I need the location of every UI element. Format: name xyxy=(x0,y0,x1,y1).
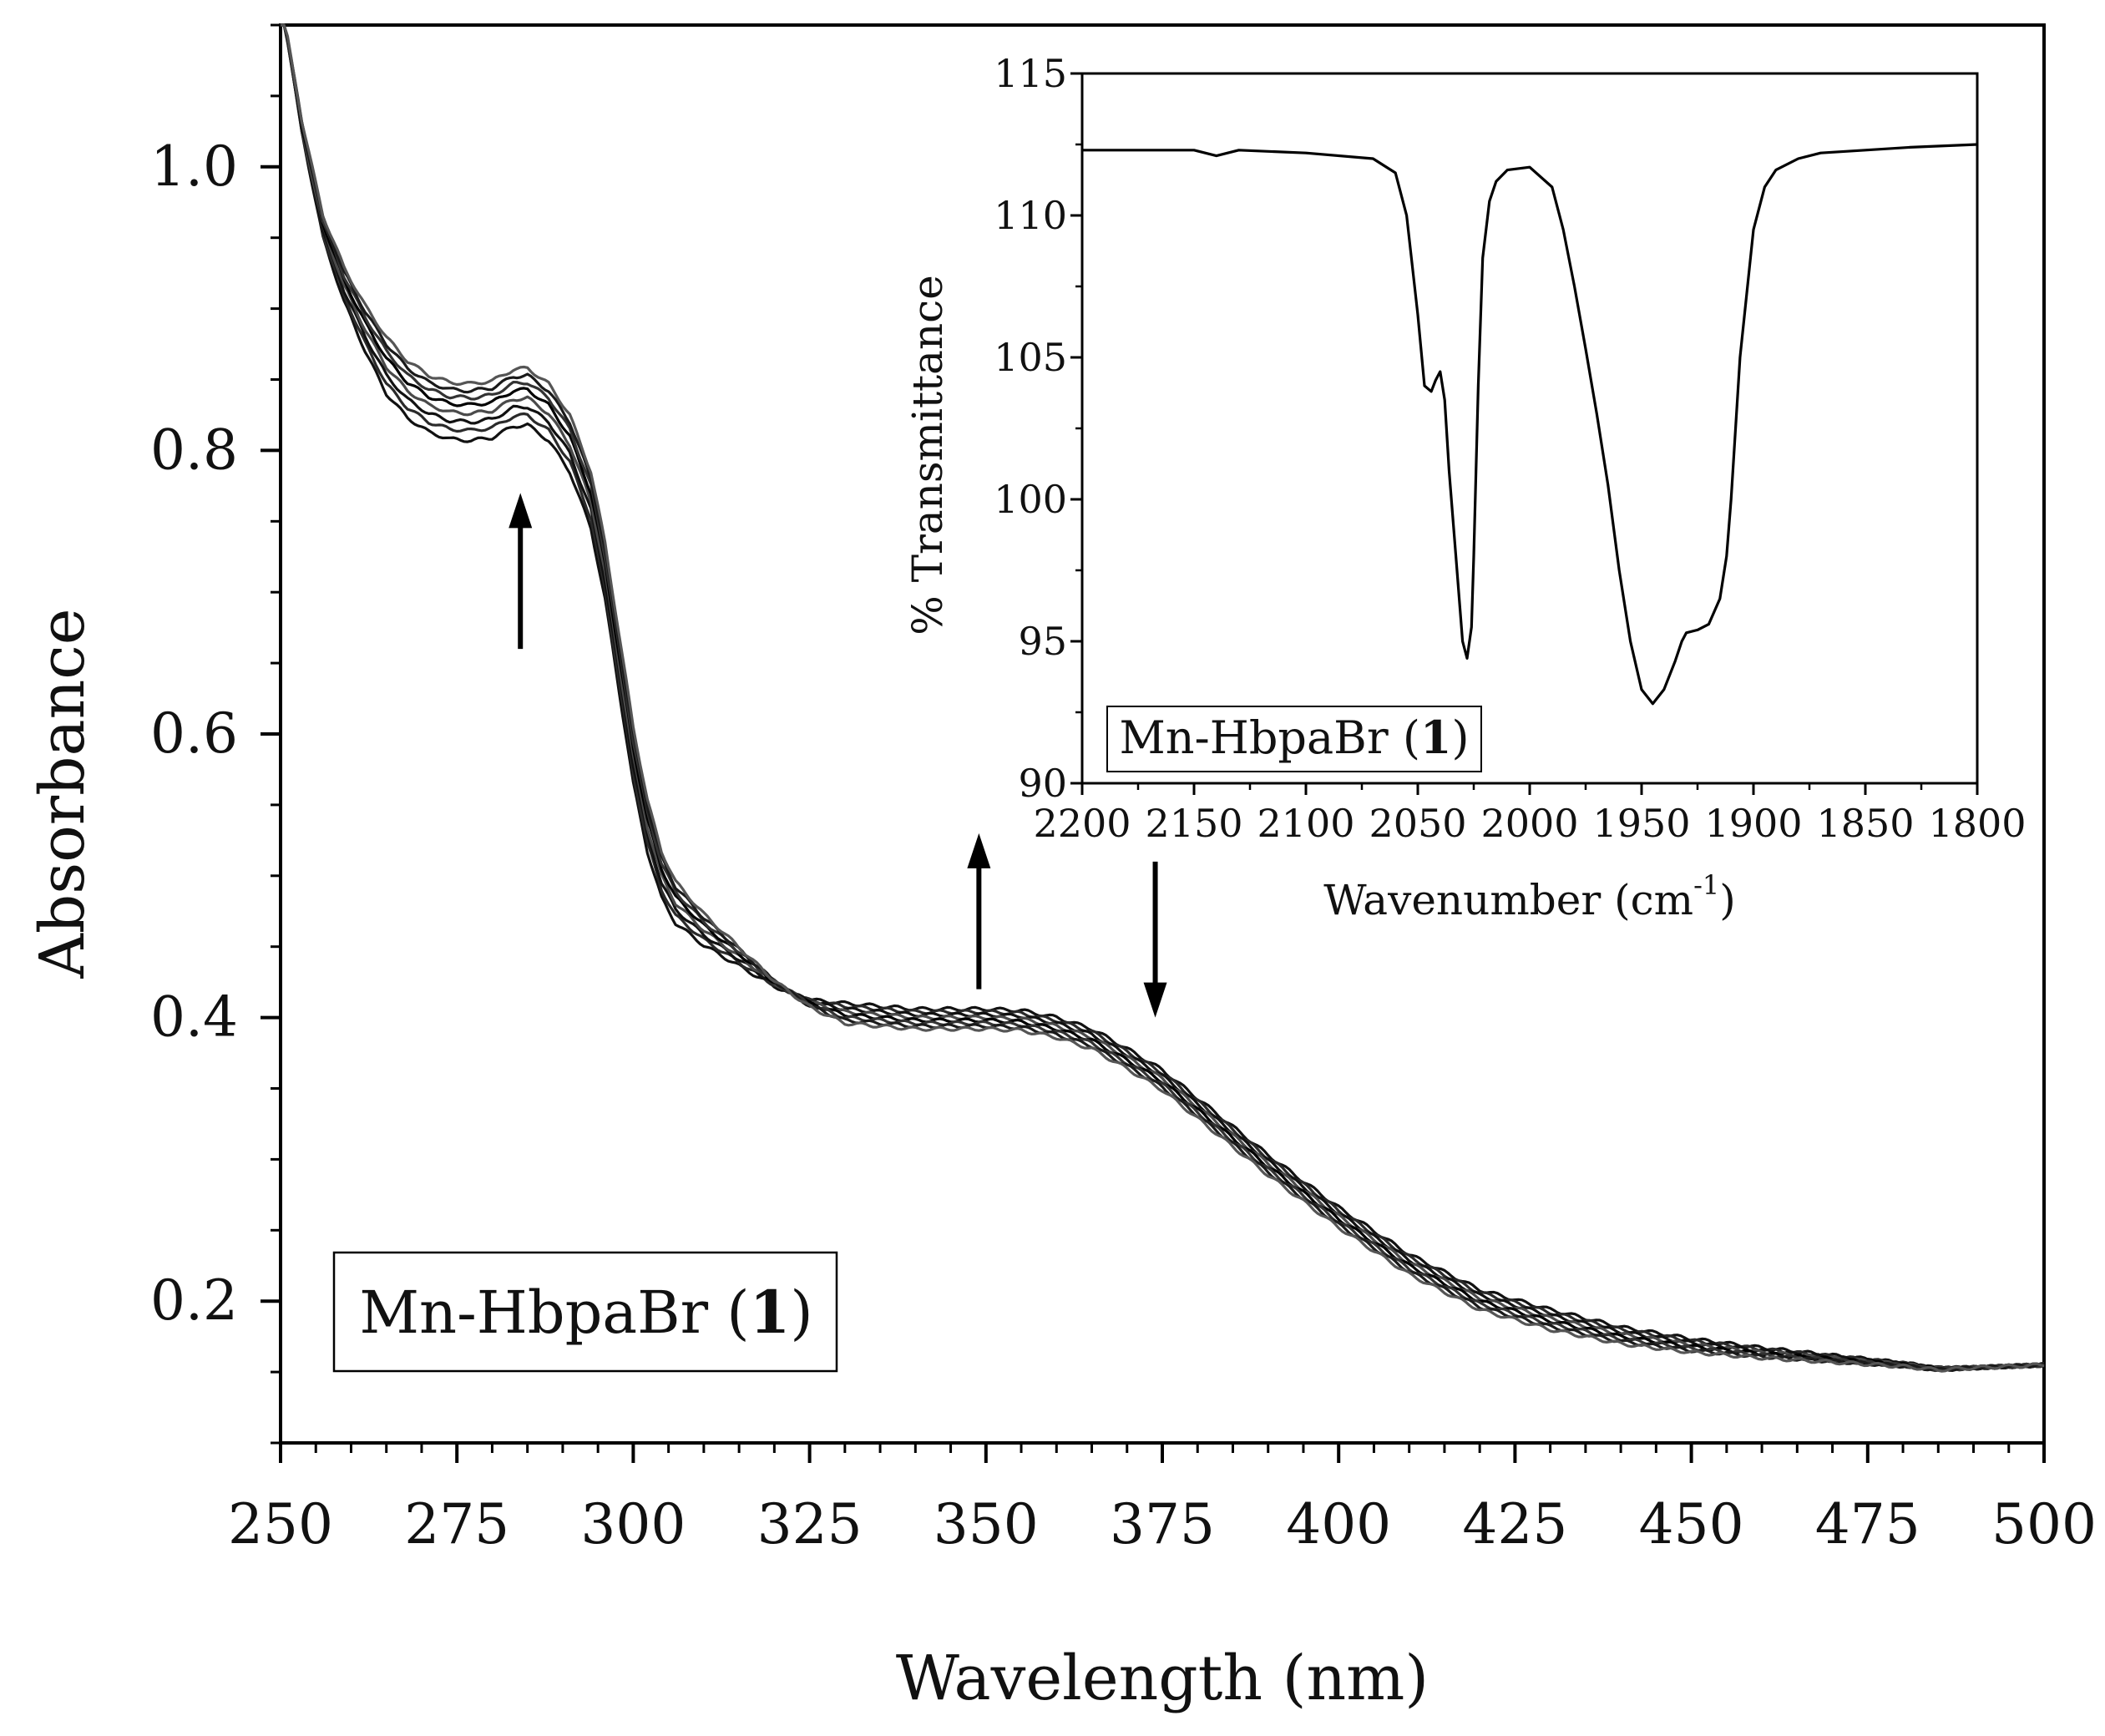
arrow-up-icon xyxy=(967,833,991,868)
arrow-down-icon xyxy=(1143,982,1167,1018)
inset-legend-prefix: Mn-HbpaBr ( xyxy=(1119,711,1419,764)
inset-legend-bold: 1 xyxy=(1420,711,1452,764)
inset-plot-frame xyxy=(1080,72,1979,785)
main-plot: 250 275 300 325 350 375 400 425 450 475 500 0.2 0.4… xyxy=(27,23,2097,1714)
main-x-tick-label: 325 xyxy=(757,1492,863,1556)
inset-x-tick-label: 1850 xyxy=(1816,801,1914,846)
inset-x-axis-title: Wavenumber (cm-1) xyxy=(1323,869,1736,924)
main-legend-bold: 1 xyxy=(750,1278,791,1347)
main-x-tick-label: 275 xyxy=(404,1492,509,1556)
main-y-tick-label: 0.6 xyxy=(150,701,238,766)
main-legend: Mn-HbpaBr (1) xyxy=(332,1251,838,1373)
main-y-axis-title: Absorbance xyxy=(27,608,99,979)
inset-y-tick-label: 100 xyxy=(994,477,1067,522)
inset-plot: 2200 2150 2100 2050 2000 1950 1900 1850 1800 909… xyxy=(903,51,2027,924)
main-series-group xyxy=(281,23,2045,1373)
main-x-tick-label: 500 xyxy=(1991,1492,2097,1556)
main-x-tick-label: 300 xyxy=(580,1492,686,1556)
main-x-tick-label: 425 xyxy=(1462,1492,1567,1556)
inset-legend-box xyxy=(1106,706,1482,772)
main-x-tick-label: 400 xyxy=(1286,1492,1391,1556)
inset-x-axis-title-prefix: Wavenumber (cm xyxy=(1323,876,1693,924)
main-x-tick-label: 250 xyxy=(228,1492,333,1556)
main-annotation-arrows xyxy=(509,493,1167,1018)
main-legend-box xyxy=(332,1251,838,1373)
inset-legend-label: Mn-HbpaBr (1) xyxy=(1119,711,1469,764)
main-legend-prefix: Mn-HbpaBr ( xyxy=(359,1278,749,1347)
main-series-line xyxy=(281,23,2045,1373)
main-y-tick-label: 0.8 xyxy=(150,418,238,482)
main-x-tick-label: 450 xyxy=(1639,1492,1744,1556)
inset-x-tick-label: 1950 xyxy=(1592,801,1690,846)
inset-y-tick-label: 95 xyxy=(1018,619,1067,664)
main-y-tick-label: 0.4 xyxy=(150,985,238,1050)
inset-y-tick-label: 110 xyxy=(994,193,1067,238)
inset-series-group xyxy=(1082,143,1978,706)
inset-x-tick-label: 2050 xyxy=(1369,801,1466,846)
main-x-tick-label: 475 xyxy=(1815,1492,1920,1556)
inset-x-axis-title-sup: -1 xyxy=(1693,869,1719,901)
inset-x-axis-ticks: 2200 2150 2100 2050 2000 1950 1900 1850 1800 xyxy=(1033,783,2027,846)
main-x-axis-title: Wavelength (nm) xyxy=(896,1642,1429,1714)
inset-x-tick-label: 2150 xyxy=(1145,801,1242,846)
inset-legend-suffix: ) xyxy=(1451,711,1469,764)
main-x-axis-ticks: 250 275 300 325 350 375 400 425 450 475 500 xyxy=(228,1443,2097,1556)
inset-x-tick-label: 2100 xyxy=(1257,801,1354,846)
main-y-axis-ticks: 0.2 0.4 0.6 0.8 1.0 xyxy=(150,23,281,1445)
inset-y-tick-label: 90 xyxy=(1018,761,1067,806)
inset-y-axis-title: % Transmittance xyxy=(903,275,952,635)
inset-x-axis-title-suffix: ) xyxy=(1719,876,1736,924)
inset-legend: Mn-HbpaBr (1) xyxy=(1106,706,1482,772)
inset-x-tick-label: 1900 xyxy=(1704,801,1802,846)
main-x-tick-label: 350 xyxy=(934,1492,1039,1556)
inset-x-tick-label: 2200 xyxy=(1033,801,1131,846)
arrow-up-icon xyxy=(509,493,533,529)
main-y-tick-label: 1.0 xyxy=(150,134,238,199)
main-y-tick-label: 0.2 xyxy=(150,1268,238,1333)
inset-y-tick-label: 105 xyxy=(994,335,1067,380)
inset-y-axis-ticks: 90 95 100 105 110 115 xyxy=(994,51,1082,806)
inset-x-tick-label: 2000 xyxy=(1480,801,1578,846)
main-legend-suffix: ) xyxy=(790,1278,812,1347)
main-x-tick-label: 375 xyxy=(1110,1492,1215,1556)
inset-x-tick-label: 1800 xyxy=(1928,801,2026,846)
inset-y-tick-label: 115 xyxy=(994,51,1067,96)
inset-series-line xyxy=(1082,143,1978,706)
main-legend-label: Mn-HbpaBr (1) xyxy=(359,1278,812,1347)
